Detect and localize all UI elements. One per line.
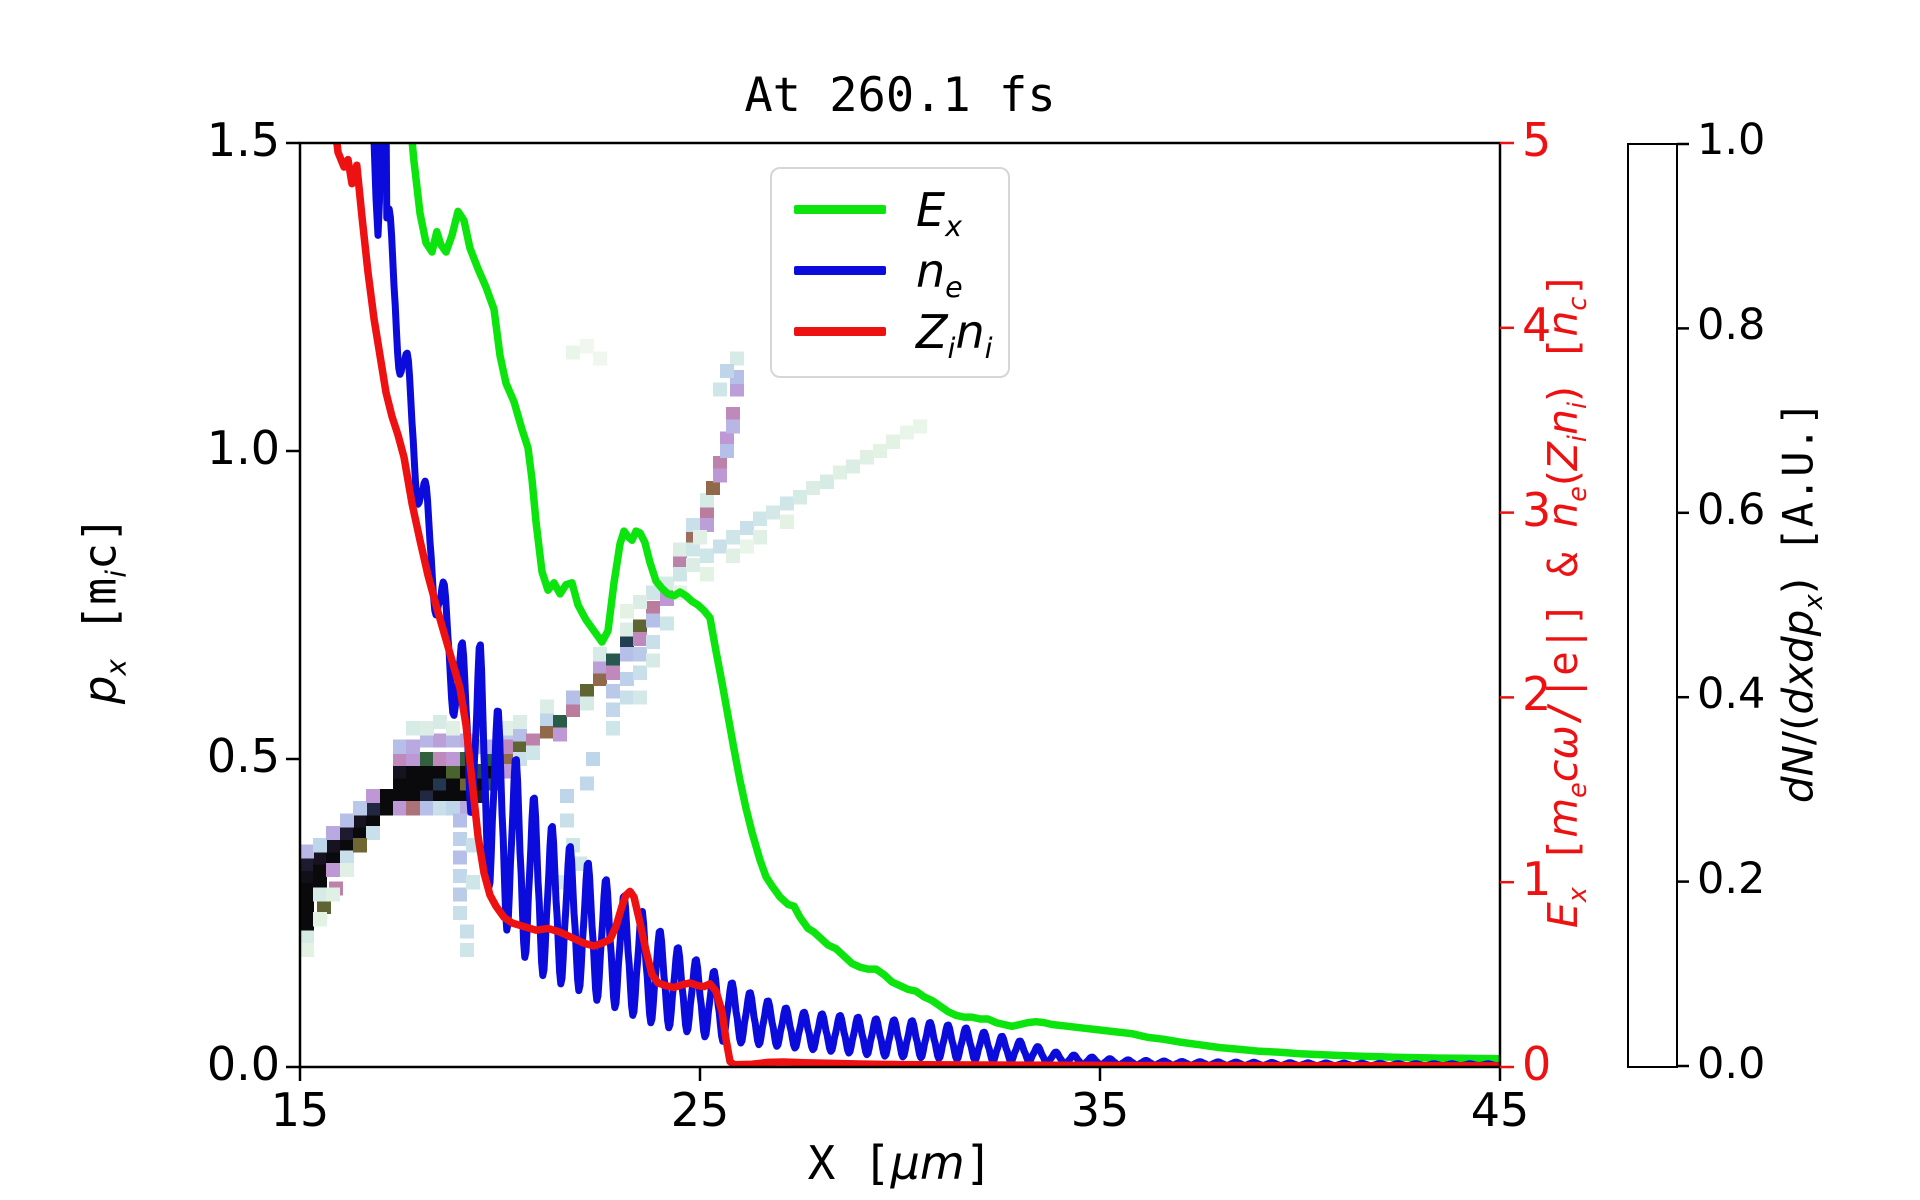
tick-label: 15 [270, 1083, 330, 1137]
tick-label: 25 [670, 1083, 730, 1137]
label-fragment: n [1539, 409, 1587, 435]
label-fragment: n [955, 304, 985, 359]
tick-label: 4 [1522, 297, 1552, 352]
label-fragment: Z [1539, 442, 1587, 471]
label-fragment: x [99, 659, 133, 676]
label-fragment: E [1539, 902, 1587, 929]
tick-label: 1.0 [1697, 115, 1766, 165]
label-fragment: dN [1773, 745, 1823, 804]
label-fragment: i [1562, 435, 1593, 443]
plot-frame [298, 141, 1502, 1069]
tick-label: 0.6 [1697, 484, 1766, 535]
tick-label: 0.8 [1697, 299, 1766, 350]
tick-label: 0.0 [1697, 1039, 1766, 1089]
label-fragment: x [1798, 594, 1829, 610]
colorbar [1627, 143, 1678, 1068]
label-fragment: ] [964, 1136, 993, 1190]
line-zini [333, 143, 1500, 1067]
legend-line-ex [794, 205, 886, 214]
tick-label: 0.5 [206, 729, 280, 783]
label-fragment: i [99, 570, 133, 578]
legend-item-zini: Zini [772, 304, 1008, 363]
y-axis-label-right: Ex [mecω/|e|] & ne(Zini) [nc] [1539, 271, 1592, 929]
tick-label: 5 [1522, 113, 1552, 167]
label-fragment: μm [890, 1136, 965, 1190]
colorbar-label: dN/(dxdpx) [A.U.] [1773, 401, 1829, 804]
tick-label: 3 [1522, 482, 1552, 537]
tick-label: 2 [1522, 667, 1552, 722]
tick-label: 0.0 [206, 1037, 280, 1091]
label-fragment: ] [1539, 271, 1587, 297]
y-axis-label-left: px [mic] [73, 515, 133, 705]
tick-label: 45 [1470, 1083, 1530, 1137]
label-fragment: n [916, 243, 946, 298]
label-fragment: Z [916, 304, 948, 359]
label-fragment: e [1562, 782, 1593, 798]
tick-label: 35 [1070, 1083, 1130, 1137]
label-fragment: c] [73, 515, 127, 571]
legend-label-zini: Zini [916, 304, 993, 363]
legend-line-zini [794, 327, 886, 336]
label-fragment: ω [1539, 725, 1587, 760]
tick-label: 0 [1522, 1037, 1552, 1091]
label-fragment: x [945, 209, 962, 243]
legend-box: Ex ne Zini [770, 167, 1010, 378]
label-fragment: ) [1773, 577, 1823, 595]
label-fragment: [m [73, 577, 127, 660]
tick-label: 0.4 [1697, 669, 1766, 720]
label-fragment: e [945, 270, 963, 304]
label-fragment: c [1539, 759, 1587, 783]
plot-title: At 260.1 fs [744, 68, 1056, 123]
tick-label: 1.0 [206, 421, 280, 475]
label-fragment: ) [1539, 385, 1587, 402]
line-ex [408, 143, 1500, 1063]
tick-label: 1 [1522, 852, 1552, 907]
label-fragment: i [1562, 401, 1593, 409]
label-fragment: E [916, 182, 946, 237]
label-fragment: m [1539, 797, 1587, 838]
legend-item-ex: Ex [772, 182, 1008, 241]
label-fragment: X [ [807, 1136, 891, 1190]
label-fragment: i [947, 331, 956, 365]
line-ne-predip [370, 143, 385, 239]
label-fragment: p [73, 675, 127, 705]
label-fragment: i [984, 331, 993, 365]
legend-label-ne: ne [916, 243, 963, 302]
legend-item-ne: ne [772, 243, 1008, 302]
legend-line-ne [794, 266, 886, 275]
legend-label-ex: Ex [916, 182, 962, 241]
tick-label: 1.5 [206, 113, 280, 167]
label-fragment: /( [1773, 714, 1823, 746]
label-fragment: & [1539, 527, 1587, 602]
x-axis-label: X [μm] [650, 1136, 1150, 1190]
tick-label: 0.2 [1697, 854, 1766, 905]
